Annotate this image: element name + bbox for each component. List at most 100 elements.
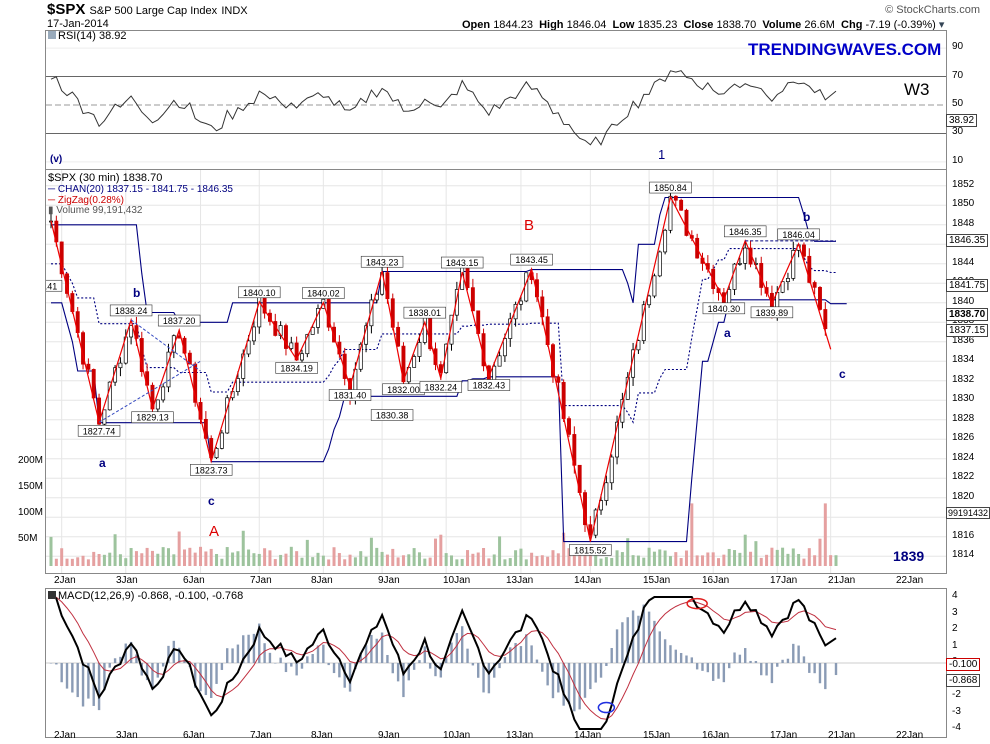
- volume-bar: [733, 550, 737, 566]
- pivot-label-box: [238, 286, 281, 299]
- volume-bar: [562, 532, 566, 566]
- macd-hist-bar: [322, 644, 325, 663]
- price-candle: [449, 314, 454, 345]
- wave-v-label: (v): [50, 154, 63, 165]
- volume-bar: [450, 555, 454, 566]
- pivot-label-box: [157, 314, 201, 327]
- volume-bar: [455, 559, 459, 566]
- price-candle: [732, 263, 737, 290]
- pivot-label: 1843.23: [366, 257, 399, 267]
- macd-hist-bar: [460, 626, 464, 663]
- macd-hist-bar: [535, 659, 539, 663]
- macd-hist-bar: [81, 663, 85, 707]
- volume-bar: [610, 557, 614, 566]
- volume-bar: [503, 559, 507, 566]
- volume-bar: [802, 558, 806, 566]
- price-tick-label: 1824: [952, 451, 975, 463]
- price-legend-title: $SPX (30 min) 1838.70: [48, 172, 163, 184]
- volume-bar: [401, 555, 405, 566]
- macd-high-marker: [686, 597, 708, 610]
- price-candle: [246, 340, 251, 355]
- volume-bar: [674, 552, 678, 566]
- macd-hist-bar: [653, 620, 656, 663]
- symbol-header: $SPX S&P 500 Large Cap Index INDX: [47, 1, 248, 18]
- volume-bar: [717, 558, 721, 566]
- macd-swatch-icon: [48, 591, 56, 599]
- volume-bar: [423, 558, 427, 566]
- macd-hist-bar: [258, 623, 261, 663]
- volume-bar: [76, 557, 80, 566]
- macd-signal-line: [50, 596, 837, 720]
- price-candle: [412, 356, 417, 368]
- pivot-label-box: [77, 424, 121, 437]
- macd-tick-label: -2: [952, 689, 961, 700]
- price-candle: [214, 447, 219, 459]
- price-candle: [155, 399, 160, 410]
- macd-hist-bar: [455, 633, 459, 663]
- macd-hist-bar: [658, 631, 661, 663]
- macd-hist-bar: [471, 663, 475, 666]
- price-tick-label: 1826: [952, 432, 975, 444]
- macd-hist-bar: [754, 661, 758, 663]
- price-candle: [604, 482, 609, 501]
- volume-bar: [215, 553, 219, 566]
- macd-x-axis-label: 16Jan: [702, 730, 730, 741]
- price-legend-volume: ▮ Volume 99,191,432: [48, 205, 143, 216]
- volume-bar: [172, 554, 176, 566]
- volume-bar: [572, 547, 576, 566]
- macd-hist-bar: [183, 660, 186, 663]
- price-candle: [556, 376, 561, 383]
- macd-hist-bar: [541, 663, 544, 672]
- price-tick-label: 1850: [952, 198, 975, 210]
- price-candle: [636, 340, 641, 351]
- x-axis-label: 2Jan: [54, 575, 76, 586]
- pivot-label-box: [510, 253, 553, 266]
- macd-hist-bar: [834, 663, 838, 676]
- price-candle: [219, 432, 224, 449]
- macd-hist-bar: [781, 659, 784, 663]
- macd-hist-bar: [530, 645, 533, 663]
- pivot-label-box: [569, 544, 612, 556]
- volume-bar: [295, 551, 299, 566]
- macd-hist-bar: [695, 663, 699, 670]
- macd-hist-bar: [290, 663, 293, 667]
- volume-bar: [97, 554, 101, 566]
- price-candle: [358, 343, 363, 370]
- volume-bar: [263, 548, 267, 566]
- macd-hist-bar: [295, 663, 298, 676]
- macd-hist-bar: [76, 663, 79, 698]
- macd-hist-bar: [786, 658, 790, 663]
- macd-hist-bar: [669, 645, 672, 663]
- pivot-label-box: [190, 464, 233, 476]
- wave-label: b: [133, 286, 141, 300]
- price-candle: [305, 334, 310, 355]
- volume-bar: [588, 549, 592, 566]
- macd-tick-label: -4: [952, 722, 961, 733]
- dropdown-icon[interactable]: ▾: [938, 19, 945, 31]
- macd-hist-bar: [428, 663, 432, 669]
- price-candle: [209, 438, 214, 459]
- macd-hist-bar: [621, 622, 624, 663]
- volume-bar: [749, 551, 753, 566]
- pivot-label: 1823.73: [195, 465, 228, 475]
- volume-bar: [359, 551, 363, 566]
- price-value-box: 1838.70: [946, 308, 989, 322]
- macd-hist-bar: [722, 663, 726, 683]
- volume-bar: [150, 550, 154, 566]
- volume-bar: [791, 548, 795, 566]
- macd-hist-bar: [274, 663, 277, 664]
- macd-hist-bar: [792, 643, 795, 663]
- volume-bar: [647, 547, 651, 566]
- pivot-label-box: [360, 255, 404, 268]
- macd-hist-bar: [71, 663, 74, 693]
- volume-bar: [444, 553, 448, 566]
- volume-bar: [140, 553, 144, 566]
- price-candle: [502, 338, 507, 357]
- price-candle: [599, 500, 603, 511]
- volume-bar: [70, 558, 74, 566]
- volume-bar: [652, 551, 656, 566]
- macd-hist-bar: [674, 649, 677, 663]
- macd-hist-bar: [316, 645, 320, 663]
- macd-hist-bar: [418, 660, 421, 663]
- price-candle: [802, 244, 806, 257]
